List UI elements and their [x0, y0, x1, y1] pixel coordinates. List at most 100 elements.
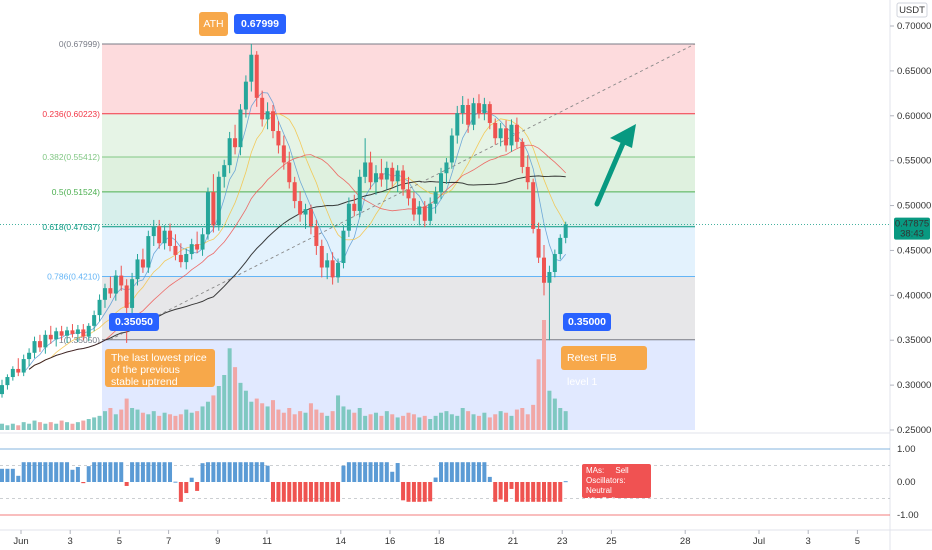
osc-bar	[173, 481, 178, 483]
candle-body	[119, 275, 124, 286]
fib-level-label: 0.618(0.47637)	[42, 222, 100, 232]
candle-body	[558, 237, 563, 255]
candle-body	[173, 245, 178, 255]
time-tick-label: 5	[855, 536, 860, 547]
osc-bar	[384, 462, 389, 482]
osc-bar	[542, 482, 546, 502]
osc-bar	[48, 462, 53, 482]
current-price-label: 0.47875 38:43	[894, 217, 930, 240]
volume-bar	[373, 412, 378, 430]
volume-bar	[330, 411, 335, 430]
osc-bar	[254, 462, 259, 482]
candle-body	[281, 145, 286, 163]
volume-bar	[493, 414, 498, 430]
time-tick-label: 14	[336, 536, 347, 547]
osc-bar	[5, 468, 10, 482]
candle-body	[238, 109, 243, 148]
osc-bar	[504, 482, 509, 502]
candle-body	[184, 254, 189, 263]
candle-body	[43, 334, 48, 348]
moving-average-line	[28, 175, 566, 370]
retest-note-callout: Retest FIB level 1	[561, 346, 647, 388]
osc-bar	[97, 462, 102, 482]
price-tick-label: 0.55000	[897, 156, 931, 167]
osc-bar	[471, 462, 476, 482]
time-tick-label: 3	[68, 536, 73, 547]
candle-body	[325, 260, 330, 268]
candle-body	[243, 81, 248, 110]
candle-body	[401, 170, 406, 190]
volume-bar	[222, 375, 227, 430]
volume-bar	[281, 412, 286, 430]
volume-bar	[482, 412, 487, 430]
time-tick-label: 9	[215, 536, 220, 547]
osc-bar	[422, 482, 427, 502]
candle-body	[287, 162, 292, 183]
volume-bar	[0, 423, 4, 430]
volume-bar	[352, 412, 357, 430]
osc-bar	[81, 482, 86, 484]
volume-bar	[466, 411, 471, 430]
candle-body	[130, 279, 135, 308]
osc-bar	[401, 482, 406, 501]
osc-bar	[16, 475, 21, 482]
volume-bar	[86, 419, 91, 430]
candle-body	[449, 135, 454, 163]
volume-bars	[0, 320, 568, 430]
time-tick-label: 5	[117, 536, 122, 547]
osc-bar	[558, 482, 563, 502]
candle-body	[504, 128, 509, 146]
time-tick-label: Jul	[753, 536, 765, 547]
currency-label: USDT	[899, 5, 925, 16]
osc-bar	[113, 462, 118, 482]
candle-body	[433, 192, 438, 204]
volume-bar	[390, 414, 395, 430]
volume-bar	[140, 412, 145, 430]
osc-tick-label: 0.00	[897, 477, 916, 488]
candle-body	[10, 368, 15, 378]
osc-bar	[162, 462, 167, 482]
candle-body	[525, 166, 530, 183]
time-axis[interactable]: Jun 3 5 7 9 11 14 16 18 21 23 25 28 Jul 3 5	[13, 530, 860, 547]
volume-bar	[119, 409, 124, 430]
candle-body	[482, 104, 487, 114]
candle-body	[113, 275, 118, 294]
candle-body	[422, 206, 427, 221]
candle-body	[428, 203, 433, 221]
osc-bar	[563, 481, 568, 483]
volume-bar	[5, 425, 10, 430]
osc-bar	[37, 462, 42, 482]
osc-bar	[0, 468, 4, 482]
candle-body	[514, 124, 519, 142]
volume-bar	[379, 415, 384, 430]
candle-body	[54, 331, 59, 340]
osc-bar	[265, 465, 270, 482]
current-price-value: 0.47875	[895, 219, 929, 230]
osc-bar	[536, 482, 541, 502]
osc-bar	[281, 482, 286, 502]
time-tick-label: 28	[680, 536, 691, 547]
osc-bar	[222, 462, 227, 482]
osc-bar	[520, 482, 525, 502]
osc-bar	[211, 462, 216, 482]
candle-body	[444, 162, 449, 174]
osc-bar	[514, 482, 519, 502]
volume-bar	[43, 423, 48, 430]
osc-bar	[205, 462, 210, 482]
volume-bar	[81, 420, 86, 430]
candle-body	[563, 224, 568, 238]
osc-bar	[86, 466, 91, 482]
volume-bar	[298, 411, 303, 430]
candle-body	[162, 230, 167, 244]
summary-mas: MAs: Sell	[586, 466, 629, 475]
time-tick-label: 18	[434, 536, 445, 547]
summary-oscillators: Oscillators: Neutral	[586, 476, 626, 495]
volume-bar	[552, 398, 557, 430]
candle-body	[308, 209, 313, 227]
volume-bar	[108, 408, 113, 430]
volume-bar	[162, 412, 167, 430]
osc-bar	[341, 465, 346, 482]
volume-bar	[509, 415, 514, 430]
volume-bar	[75, 422, 80, 430]
price-axis[interactable]: 0.70000 0.65000 0.60000 0.55000 0.50000 0.450…	[889, 0, 931, 550]
